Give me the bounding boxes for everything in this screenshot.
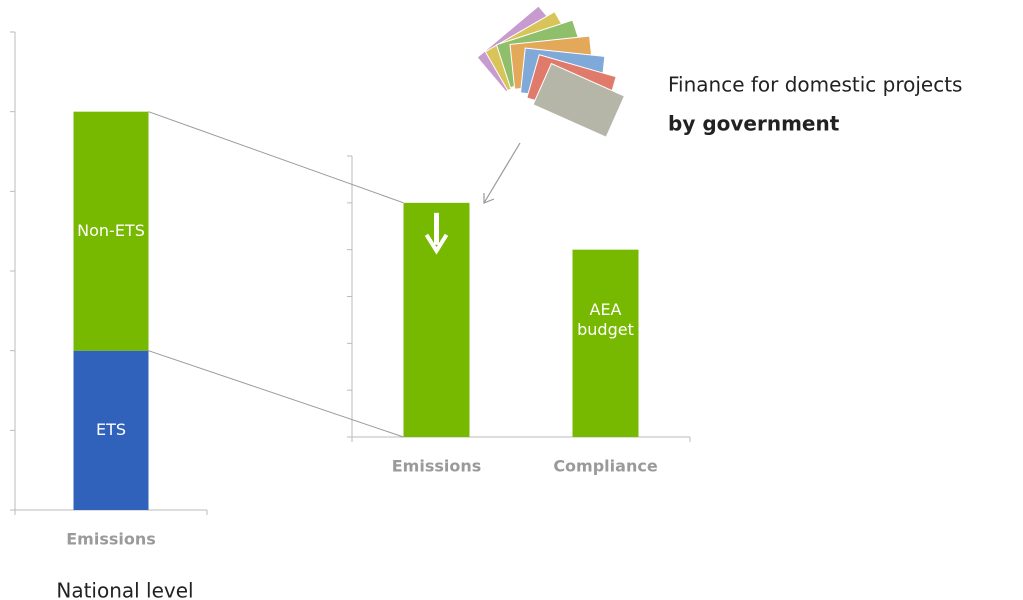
- connector: [148, 111, 404, 204]
- banknotes: [476, 5, 626, 138]
- connector: [148, 350, 404, 438]
- bar-label: AEA budget: [577, 299, 634, 339]
- bar: [572, 249, 639, 437]
- x-tick-label: Compliance: [553, 457, 658, 476]
- reduction-arrowhead: [424, 233, 449, 255]
- chart-caption: National level: [56, 579, 193, 600]
- annotation: Finance for domestic projects: [668, 73, 962, 97]
- pointer-arrow: [483, 142, 521, 204]
- segment-label: Non-ETS: [77, 221, 145, 241]
- bar-segment: [73, 111, 149, 351]
- segment-label: ETS: [95, 420, 127, 440]
- pointer-arrowhead: [483, 193, 495, 204]
- x-tick-label: Emissions: [66, 530, 156, 549]
- annotation: by government: [668, 112, 840, 136]
- x-tick-label: Emissions: [392, 457, 482, 476]
- bar-segment: [73, 350, 149, 510]
